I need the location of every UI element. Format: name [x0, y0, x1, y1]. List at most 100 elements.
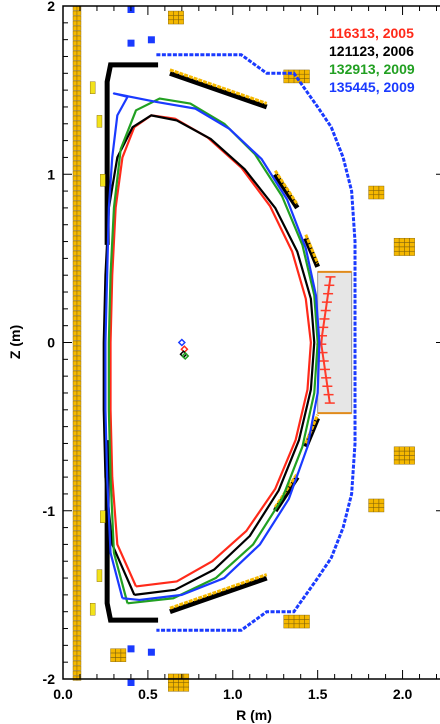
center-column-block [72, 530, 78, 536]
coil-block [373, 507, 379, 513]
center-column-block [76, 245, 82, 251]
magnetic-axis-marker-3 [181, 351, 190, 361]
center-column-block [76, 160, 82, 166]
center-column-block [72, 565, 78, 571]
x-tick-label: 2.0 [393, 686, 413, 702]
center-column-block [76, 95, 82, 101]
center-column-block [72, 190, 78, 196]
center-column-block [76, 260, 82, 266]
center-column-block [72, 50, 78, 56]
coil-block [183, 686, 190, 692]
magnetic-axis-marker-4 [177, 338, 186, 347]
coil-block [110, 657, 116, 662]
center-column-block [72, 390, 78, 396]
center-column-block [72, 335, 78, 341]
coil-block [378, 507, 385, 513]
center-column-block [76, 115, 82, 121]
center-column-block [76, 585, 82, 591]
center-column-block [72, 20, 78, 26]
center-column-block [76, 415, 82, 421]
center-column-block [76, 225, 82, 231]
center-column-block [72, 525, 78, 531]
coil-block [399, 451, 405, 456]
center-column-block [72, 585, 78, 591]
center-column-block [72, 310, 78, 316]
coil-block [178, 15, 184, 20]
center-column-block [76, 265, 82, 271]
center-column-block [72, 595, 78, 601]
coil-block [393, 251, 400, 256]
center-column-block [76, 275, 82, 281]
center-column-block [76, 355, 82, 361]
vessel-block [127, 39, 135, 47]
center-column-block [76, 630, 82, 636]
coil-block [304, 78, 310, 84]
center-column-block [72, 370, 78, 376]
coil-block [368, 498, 374, 504]
center-column-block [76, 290, 82, 296]
center-column-block [76, 170, 82, 176]
y-tick-label: 1 [47, 166, 55, 182]
coil-block [288, 614, 295, 620]
center-column-block [76, 285, 82, 291]
center-column-block [72, 240, 78, 246]
coil-block [409, 242, 415, 247]
y-axis-title: Z (m) [7, 325, 23, 359]
center-column-block [72, 325, 78, 331]
center-column-block [76, 650, 82, 656]
center-column-block [72, 670, 78, 676]
coil-block [168, 15, 174, 20]
coil-block [409, 451, 415, 456]
center-column-block [76, 155, 82, 161]
center-column-block [72, 555, 78, 561]
center-column-block [76, 320, 82, 326]
coil-block [288, 623, 295, 629]
coil-block [404, 455, 410, 461]
center-column-block [76, 460, 82, 466]
coil-block [373, 194, 379, 200]
legend-entry-1: 116313, 2005 [329, 25, 414, 41]
center-column-block [72, 520, 78, 526]
center-column-block [76, 20, 82, 26]
center-column-block [72, 625, 78, 631]
center-column-block [76, 175, 82, 181]
center-column-block [72, 55, 78, 61]
center-column-block [76, 365, 82, 371]
center-column-block [72, 615, 78, 621]
center-column-block [72, 460, 78, 466]
center-column-block [72, 500, 78, 506]
center-column-block [72, 400, 78, 406]
coil-block [404, 237, 410, 243]
center-column-block [76, 130, 82, 136]
coil-block [393, 237, 400, 243]
center-column-block [76, 280, 82, 286]
center-column-block [76, 675, 82, 681]
coil-block [393, 242, 400, 247]
shaping-coil [96, 569, 103, 582]
armor-tile [273, 172, 300, 210]
coil-block [409, 251, 415, 256]
shaping-coil [89, 603, 96, 616]
center-column-block [72, 145, 78, 151]
center-column-block [76, 580, 82, 586]
center-column-block [76, 45, 82, 51]
center-column-block [76, 110, 82, 116]
center-column-block [72, 230, 78, 236]
center-column-block [76, 120, 82, 126]
y-tick-label: -1 [43, 503, 56, 519]
center-column-block [72, 65, 78, 71]
center-column-block [76, 420, 82, 426]
center-column-block [76, 555, 82, 561]
center-column-block [72, 140, 78, 146]
coil-block [115, 652, 121, 658]
center-column-block [72, 660, 78, 666]
center-column-block [72, 215, 78, 221]
center-column-block [72, 205, 78, 211]
center-column-block [76, 490, 82, 496]
center-column-block [72, 340, 78, 346]
center-column-block [72, 150, 78, 156]
lower-divertor-plate [104, 440, 159, 623]
center-column-block [72, 440, 78, 446]
machine-hardware [72, 5, 415, 692]
vessel-block [147, 36, 155, 44]
